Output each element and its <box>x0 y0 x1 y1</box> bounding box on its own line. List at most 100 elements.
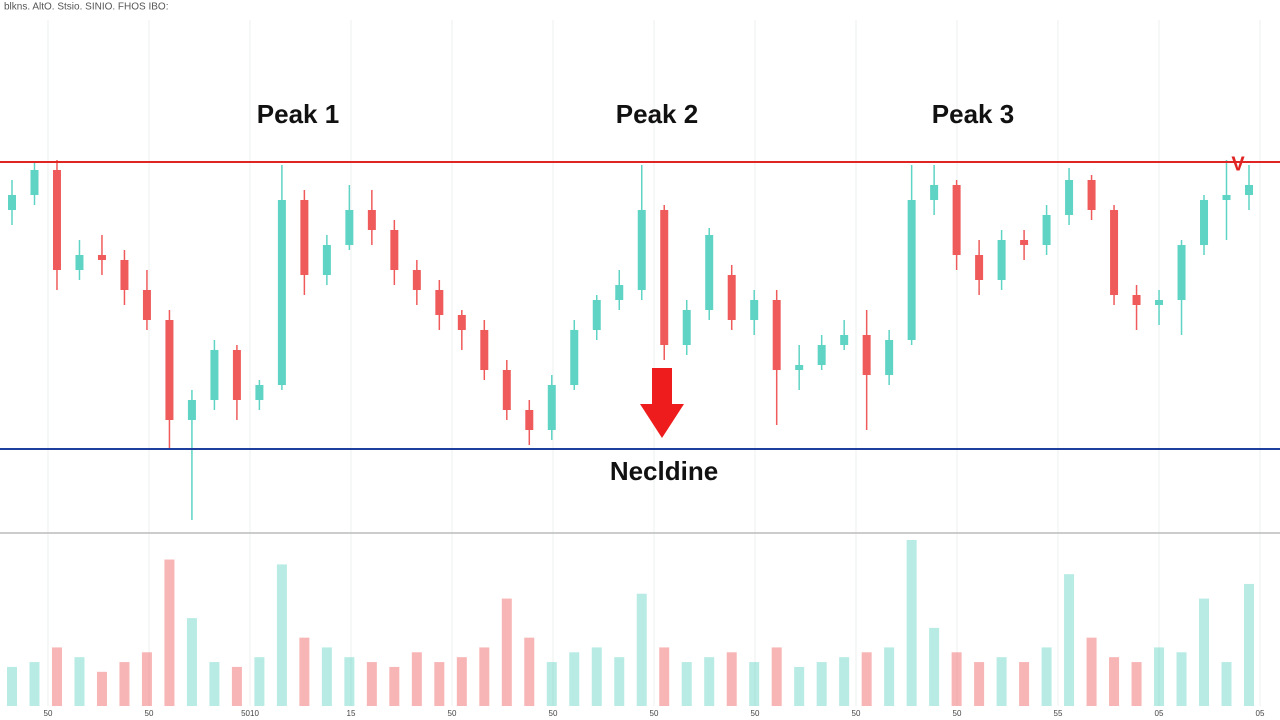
volume-bar <box>906 540 917 706</box>
volume-bar <box>1109 657 1120 706</box>
candle-body <box>705 235 714 310</box>
volume-bar <box>321 647 332 706</box>
candle-body <box>570 330 579 385</box>
volume-bar <box>951 652 962 706</box>
volume-bar <box>929 627 940 706</box>
volume-bar <box>29 662 40 706</box>
volume-bar <box>344 657 355 706</box>
x-tick-label: 50 <box>751 709 760 718</box>
volume-bar <box>1041 647 1052 706</box>
down-arrow <box>640 368 684 438</box>
volume-bar <box>1154 647 1165 706</box>
volume-bar <box>119 662 130 706</box>
candle-body <box>1132 295 1141 305</box>
volume-bar <box>996 657 1007 706</box>
candle-body <box>75 255 84 270</box>
volume-bar <box>411 652 422 706</box>
candle-body <box>772 300 781 370</box>
volume-bar <box>164 559 175 706</box>
candle-body <box>232 350 241 400</box>
candle-body <box>1245 185 1253 195</box>
candle-body <box>345 210 354 245</box>
volume-bar <box>456 657 467 706</box>
candle-body <box>142 290 151 320</box>
candle-body <box>817 345 826 365</box>
candle-body <box>525 410 534 430</box>
x-tick-label: 50 <box>549 709 558 718</box>
candle-body <box>412 270 421 290</box>
volume-bar <box>749 662 760 706</box>
volume-bar <box>614 657 625 706</box>
volume-bar <box>1019 662 1030 706</box>
volume-bar <box>591 647 602 706</box>
x-tick-label: 50 <box>650 709 659 718</box>
candle-body <box>480 330 489 370</box>
x-tick-label: 15 <box>347 709 356 718</box>
x-tick-label: 05 <box>1155 709 1164 718</box>
peak-label: Peak 3 <box>932 99 1014 129</box>
candle-body <box>682 310 691 345</box>
x-tick-label: 50 <box>953 709 962 718</box>
candle-body <box>1087 180 1096 210</box>
volume-bar <box>231 666 242 706</box>
x-tick-label: 50 <box>44 709 53 718</box>
candle-body <box>862 335 871 375</box>
candle-body <box>727 275 736 320</box>
candle-body <box>120 260 129 290</box>
volume-bar <box>861 652 872 706</box>
candle-body <box>1177 245 1186 300</box>
candle-body <box>1065 180 1074 215</box>
candle-body <box>97 255 106 260</box>
candle-body <box>277 200 286 385</box>
candle-body <box>1222 195 1231 200</box>
neckline-label: Necldine <box>610 456 718 486</box>
volume-bar <box>569 652 580 706</box>
volume-bar <box>389 666 400 706</box>
candle-body <box>165 320 174 420</box>
volume-bar <box>974 662 985 706</box>
x-tick-label: 50 <box>448 709 457 718</box>
candle-body <box>457 315 466 330</box>
volume-bar <box>681 662 692 706</box>
volume-bar <box>434 662 445 706</box>
volume-bar <box>524 637 535 706</box>
candle-body <box>1020 240 1029 245</box>
volume-bar <box>1131 662 1142 706</box>
volume-bar <box>546 662 557 706</box>
volume-bar <box>884 647 895 706</box>
candle-body <box>435 290 444 315</box>
volume-bar <box>726 652 737 706</box>
volume-bar <box>816 662 827 706</box>
x-tick-label: 50 <box>852 709 861 718</box>
volume-bar <box>1086 637 1097 706</box>
candle-body <box>592 300 601 330</box>
x-tick-label: 55 <box>1054 709 1063 718</box>
candle-body <box>885 340 894 375</box>
x-tick-label: 5010 <box>241 709 259 718</box>
candle-body <box>615 285 624 300</box>
x-tick-label: 05 <box>1256 709 1265 718</box>
candle-body <box>367 210 376 230</box>
volume-bar <box>7 666 17 706</box>
volume-bar <box>276 564 287 706</box>
candle-body <box>300 200 309 275</box>
volume-bar <box>366 662 377 706</box>
volume-bar <box>209 662 220 706</box>
candle-body <box>187 400 196 420</box>
volume-bar <box>501 598 512 706</box>
marker-label: V <box>1231 153 1245 175</box>
candle-body <box>1110 210 1119 295</box>
candle-body <box>8 195 16 210</box>
peak-label: Peak 1 <box>257 99 339 129</box>
volume-bar <box>186 618 197 706</box>
candle-body <box>795 365 804 370</box>
volume-bar <box>1244 583 1254 706</box>
candle-body <box>997 240 1006 280</box>
volume-bar <box>704 657 715 706</box>
volume-bar <box>636 593 647 706</box>
volume-bar <box>1064 574 1075 706</box>
volume-bar <box>479 647 490 706</box>
candle-body <box>907 200 916 340</box>
